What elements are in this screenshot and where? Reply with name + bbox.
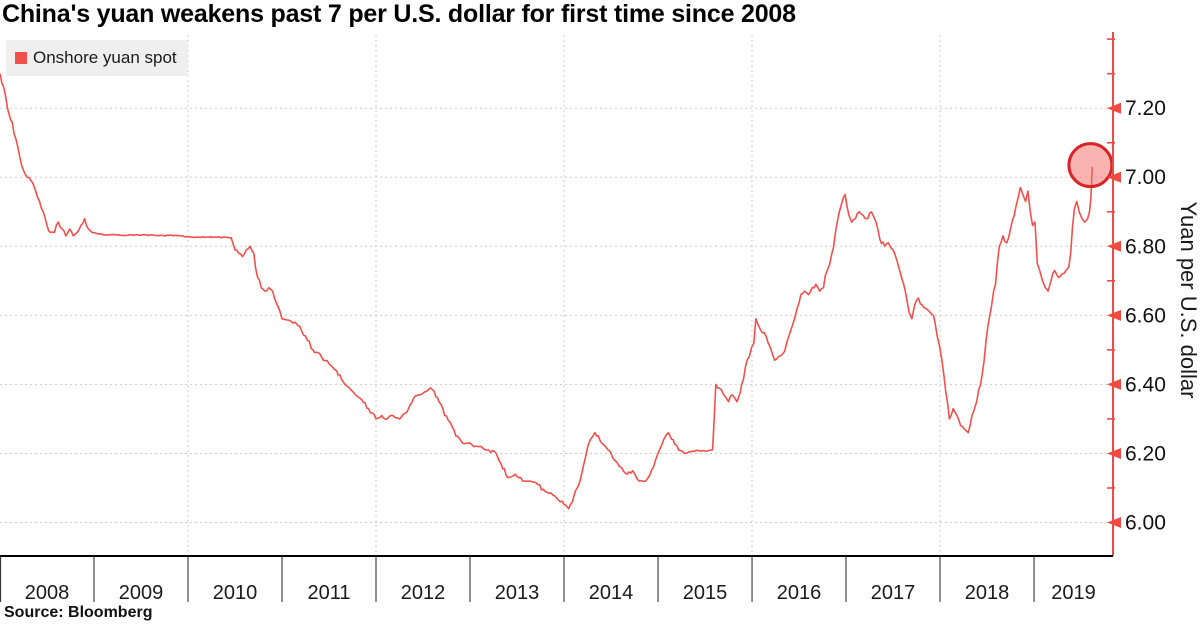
x-axis-year-label: 2010 [213, 582, 258, 604]
y-axis-major-tick-arrow-icon [1107, 102, 1121, 114]
x-axis-year-label: 2011 [308, 582, 351, 604]
y-axis-tick-label: 6.00 [1125, 512, 1166, 535]
y-axis-major-tick-arrow-icon [1107, 171, 1121, 183]
legend: Onshore yuan spot [6, 40, 188, 76]
annotation-group [1067, 142, 1114, 189]
x-axis-year-label: 2017 [871, 582, 916, 604]
y-axis-title: Yuan per U.S. dollar [1176, 202, 1200, 399]
y-axis-tick-label: 7.00 [1125, 166, 1166, 189]
x-axis-year-label: 2019 [1051, 582, 1096, 604]
series-line-group [0, 73, 1094, 510]
x-axis-year-label: 2016 [777, 582, 822, 604]
gridlines [0, 35, 1113, 556]
y-axis-tick-label: 6.20 [1125, 442, 1166, 465]
axes-group: 6.00 6.20 6.40 6.60 6.80 7.00 7.20 2008 2009 2010… [0, 32, 1166, 604]
y-axis-tick-label: 6.60 [1125, 304, 1166, 327]
x-axis-year-label: 2012 [401, 582, 446, 604]
x-axis-year-label: 2018 [965, 582, 1010, 604]
x-axis-year-label: 2009 [119, 582, 164, 604]
legend-label: Onshore yuan spot [33, 48, 177, 67]
y-axis-major-tick-arrow-icon [1107, 517, 1121, 529]
x-axis-year-label: 2015 [683, 582, 728, 604]
highlight-circle-annotation [1067, 142, 1114, 189]
source-attribution: Source: Bloomberg [4, 604, 153, 621]
y-axis-major-tick-arrow-icon [1107, 378, 1121, 390]
series-line-onshore-yuan-spot [0, 73, 1094, 510]
y-axis-tick-label: 6.40 [1125, 373, 1166, 396]
x-axis-year-label: 2008 [25, 582, 70, 604]
x-axis-year-label: 2014 [589, 582, 634, 604]
y-axis-major-tick-arrow-icon [1107, 447, 1121, 459]
x-axis-year-label: 2013 [495, 582, 540, 604]
y-axis-tick-label: 6.80 [1125, 235, 1166, 258]
y-axis-major-tick-arrow-icon [1107, 309, 1121, 321]
y-axis-major-tick-arrow-icon [1107, 240, 1121, 252]
y-axis-tick-label: 7.20 [1125, 97, 1166, 120]
legend-swatch-icon [15, 52, 27, 64]
page-title: China's yuan weakens past 7 per U.S. dol… [2, 0, 796, 28]
